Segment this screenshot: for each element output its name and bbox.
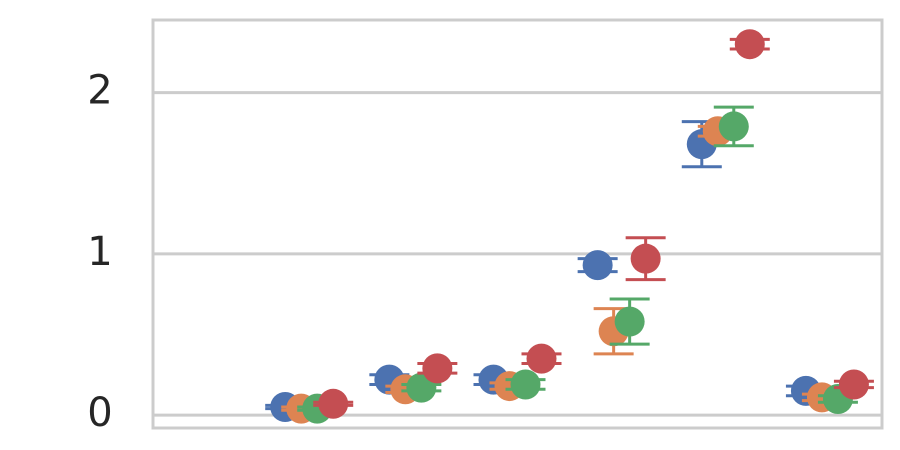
point <box>422 353 453 384</box>
point <box>838 369 869 400</box>
point <box>582 250 613 281</box>
y-tick-label: 2 <box>87 68 112 114</box>
point <box>318 388 349 419</box>
y-tick-label: 1 <box>87 229 112 275</box>
y-tick-label: 0 <box>87 390 112 436</box>
point <box>734 29 765 60</box>
point <box>718 111 749 142</box>
plot-frame <box>151 18 884 430</box>
point <box>614 306 645 337</box>
point <box>526 343 557 374</box>
point <box>630 243 661 274</box>
point <box>510 369 541 400</box>
